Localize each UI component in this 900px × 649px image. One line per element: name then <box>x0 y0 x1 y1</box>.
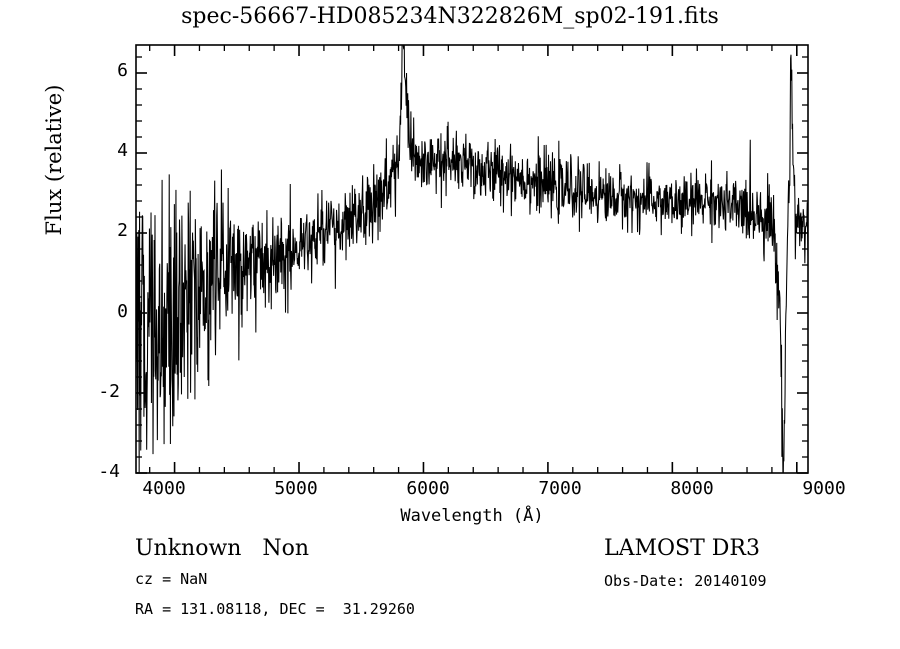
y-tick-label-6: 6 <box>117 60 128 81</box>
x-tick-label-4000: 4000 <box>142 478 186 499</box>
x-axis-label: Wavelength (Å) <box>400 506 544 526</box>
x-tick-label-7000: 7000 <box>538 478 582 499</box>
page-title: spec-56667-HD085234N322826M_sp02-191.fit… <box>181 4 719 29</box>
cz-label: cz = NaN <box>135 570 208 588</box>
x-tick-label-9000: 9000 <box>802 478 846 499</box>
object-class-label: Unknown Non <box>135 536 310 561</box>
y-tick-label-neg4: -4 <box>98 461 120 482</box>
y-tick-label-0: 0 <box>117 301 128 322</box>
plot-frame <box>135 44 809 474</box>
x-tick-label-5000: 5000 <box>274 478 318 499</box>
coordinates-label: RA = 131.08118, DEC = 31.29260 <box>135 600 415 618</box>
y-tick-label-neg2: -2 <box>98 381 120 402</box>
x-tick-label-8000: 8000 <box>670 478 714 499</box>
obs-date-label: Obs-Date: 20140109 <box>604 572 767 590</box>
y-tick-label-2: 2 <box>117 220 128 241</box>
x-tick-label-6000: 6000 <box>406 478 450 499</box>
spectrum-trace <box>136 45 808 473</box>
y-tick-label-4: 4 <box>117 140 128 161</box>
survey-label: LAMOST DR3 <box>604 536 760 561</box>
